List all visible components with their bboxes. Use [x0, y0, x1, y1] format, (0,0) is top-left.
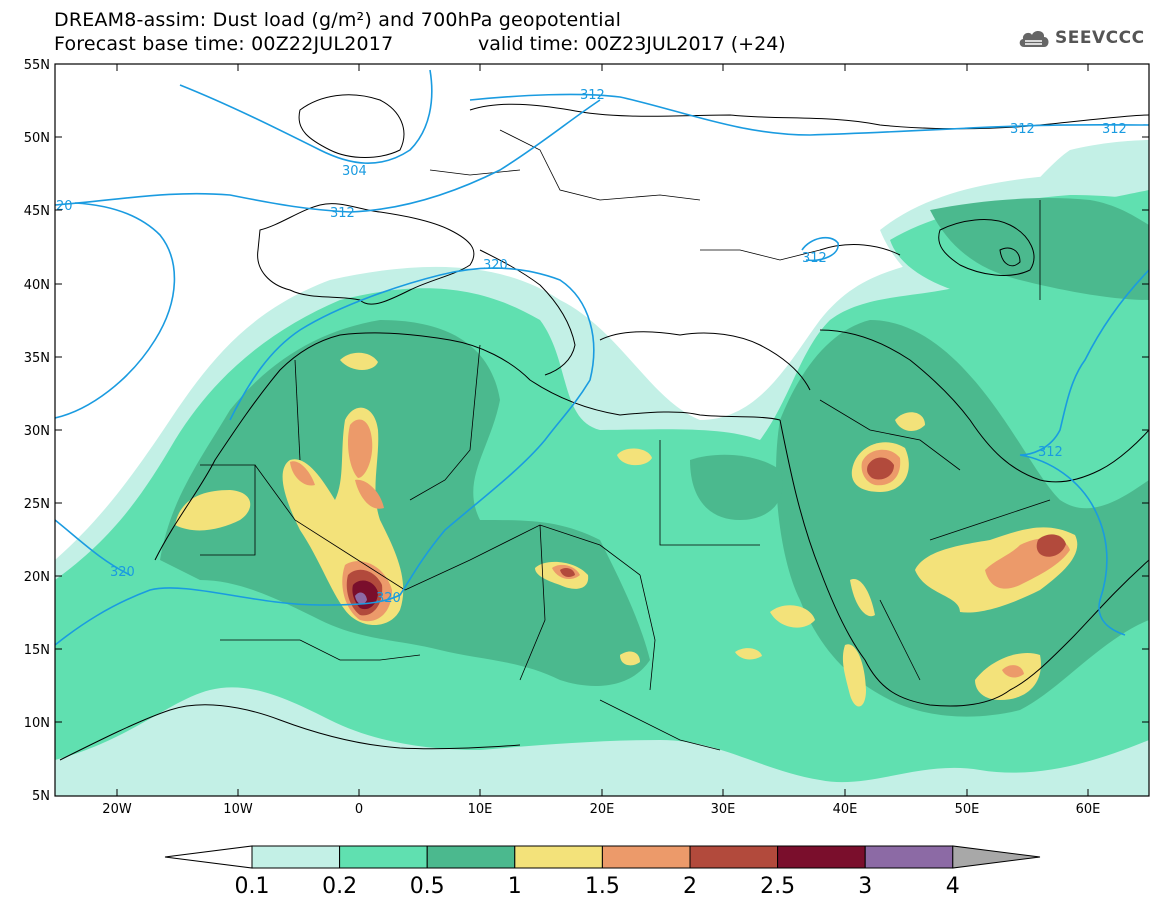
colorbar-label: 0.1 [235, 874, 270, 899]
map-title: DREAM8-assim: Dust load (g/m²) and 700hP… [54, 9, 622, 31]
dust-area-level-4 [617, 448, 652, 466]
valid-time: valid time: 00Z23JUL2017 (+24) [478, 33, 786, 55]
dust-area-level-4 [895, 412, 925, 432]
contour-312-north [469, 93, 1149, 136]
lat-label: 25N [24, 497, 50, 512]
contour-320-main [55, 267, 595, 646]
dust-area-level-4 [340, 352, 378, 370]
coastlines [59, 94, 1149, 761]
lat-label: 15N [24, 643, 50, 658]
contour-320-coast [55, 519, 131, 576]
colorbar-swatch [864, 845, 954, 869]
lon-label: 40E [833, 802, 858, 817]
lat-label: 35N [24, 351, 50, 366]
colorbar-swatch [689, 845, 779, 869]
dust-area-level-8 [355, 592, 367, 605]
colorbar-swatch [339, 845, 428, 869]
dust-area-level-4 [175, 490, 251, 531]
country-borders [200, 129, 1051, 751]
dust-area-level-3 [930, 198, 1149, 300]
contour-312-east [1019, 269, 1149, 636]
dust-area-level-3 [690, 454, 783, 520]
colorbar-label: 2 [683, 874, 697, 899]
colorbar-label: 4 [946, 874, 960, 899]
colorbar-label: 2.5 [760, 874, 795, 899]
contour-304 [179, 69, 433, 164]
colorbar-label: 1.5 [585, 874, 620, 899]
dust-area-level-4 [975, 652, 1041, 700]
contour-label: 312 [1102, 122, 1127, 137]
contour-label: 312 [330, 206, 355, 221]
colorbar-swatch [514, 845, 603, 869]
colorbar-label: 0.5 [410, 874, 445, 899]
logo-text: SEEVCCC [1055, 28, 1145, 48]
forecast-base-time: Forecast base time: 00Z22JUL2017 [54, 33, 394, 55]
dust-area-level-6 [560, 567, 575, 578]
contour-label: 304 [342, 164, 367, 179]
colorbar: 0.1 0.2 0.5 1 1.5 2 2.5 3 4 [164, 845, 1041, 899]
colorbar-label: 1 [508, 874, 522, 899]
colorbar-high-arrow [952, 845, 1041, 869]
dust-area-level-4 [850, 579, 875, 617]
colorbar-label: 3 [858, 874, 872, 899]
lon-label: 50E [955, 802, 980, 817]
colorbar-swatch [426, 845, 516, 869]
dust-field: 312 312 312 304 312 312 320 320 320 312 … [55, 69, 1149, 796]
contour-label: 312 [1038, 445, 1063, 460]
lat-label: 55N [24, 58, 50, 73]
lat-label: 40N [24, 278, 50, 293]
lon-label: 20E [590, 802, 615, 817]
dust-area-level-5 [355, 479, 384, 509]
lon-label: 0 [355, 802, 363, 817]
colorbar-swatch [777, 845, 866, 869]
colorbar-label: 0.2 [322, 874, 357, 899]
dust-area-level-4 [842, 644, 866, 707]
dust-area-level-5 [290, 461, 315, 486]
lon-label: 60E [1076, 802, 1101, 817]
seevccc-logo: SEEVCCC [1017, 26, 1145, 50]
dust-area-level-4 [735, 648, 762, 660]
colorbar-low-arrow [164, 845, 253, 869]
contour-label: 320 [110, 565, 135, 580]
dust-area-level-6 [867, 457, 894, 480]
contour-label: 320 [376, 591, 401, 606]
lat-label: 10N [24, 716, 50, 731]
contour-label: 312 [802, 251, 827, 266]
cloud-icon [1019, 31, 1049, 47]
dust-area-level-4 [620, 651, 640, 666]
longitude-axis: 20W 10W 0 10E 20E 30E 40E 50E 60E [102, 64, 1100, 817]
lon-label: 10W [223, 802, 253, 817]
lon-label: 30E [711, 802, 736, 817]
contour-label: 320 [483, 258, 508, 273]
colorbar-swatch [251, 845, 341, 869]
lat-label: 5N [32, 789, 50, 804]
contour-label: 312 [580, 88, 605, 103]
contour-312-west [55, 99, 601, 213]
geopotential-contours [55, 69, 1149, 646]
contour-320-west [55, 202, 176, 419]
dust-area-level-6 [1036, 534, 1066, 557]
contour-label: 312 [1010, 122, 1035, 137]
lat-label: 30N [24, 424, 50, 439]
contour-312-caucasus [801, 236, 839, 262]
dust-area-level-4 [770, 605, 815, 628]
lon-label: 10E [468, 802, 493, 817]
dust-area-level-5 [1002, 665, 1024, 678]
lon-label: 20W [102, 802, 132, 817]
dust-area-level-5 [347, 419, 373, 478]
contour-label: 20 [56, 199, 73, 214]
dust-area-level-3 [776, 320, 1149, 717]
lat-label: 20N [24, 570, 50, 585]
latitude-axis: 55N 50N 45N 40N 35N 30N 25N 20N 15N 10N … [24, 58, 1149, 804]
lat-label: 50N [24, 131, 50, 146]
dust-area-level-3 [160, 320, 650, 686]
lat-label: 45N [24, 204, 50, 219]
colorbar-swatch [601, 845, 691, 869]
